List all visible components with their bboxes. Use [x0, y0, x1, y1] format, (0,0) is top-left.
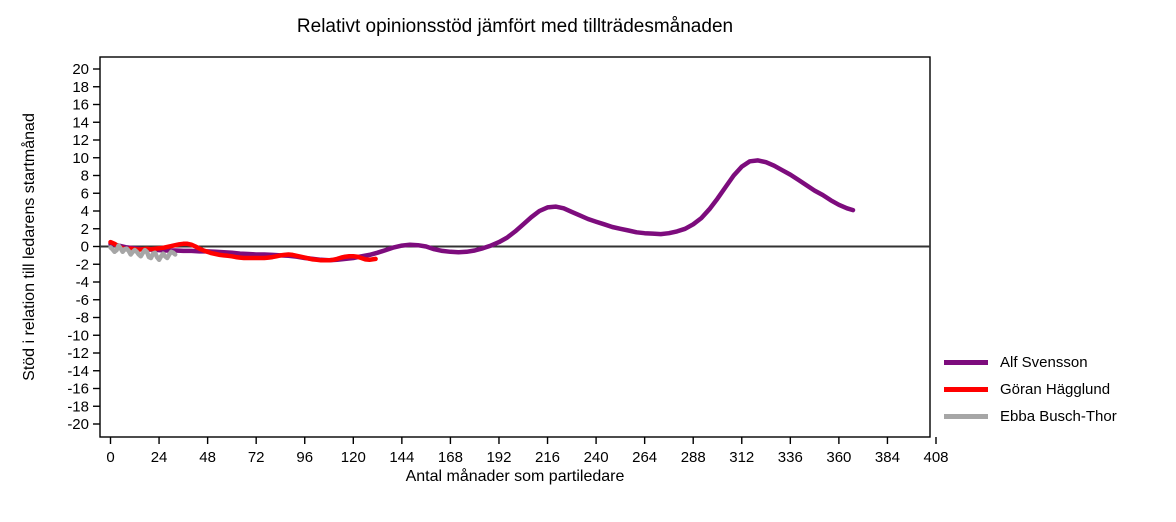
x-tick-label: 24	[151, 449, 168, 466]
y-tick-label: -12	[67, 345, 89, 362]
legend-item-alf-svensson: Alf Svensson	[944, 349, 1174, 376]
x-axis-label: Antal månader som partiledare	[405, 468, 625, 485]
y-tick-label: 0	[81, 239, 89, 256]
series-line-alf-svensson	[108, 158, 856, 263]
y-axis-label: Stöd i relation till ledarens startmånad	[21, 113, 38, 381]
y-tick-label: 12	[72, 132, 89, 149]
y-tick-label: 14	[72, 114, 89, 131]
y-tick-label: -18	[67, 398, 89, 415]
y-tick-label: 4	[81, 203, 89, 220]
legend-swatch-goran-hagglund	[944, 387, 988, 392]
x-tick-label: 288	[681, 449, 706, 466]
x-tick-label: 216	[535, 449, 560, 466]
legend-label-ebba-busch-thor: Ebba Busch-Thor	[1000, 408, 1117, 425]
y-tick-label: -20	[67, 416, 89, 433]
x-tick-label: 312	[729, 449, 754, 466]
legend-swatch-alf-svensson	[944, 360, 988, 365]
y-tick-label: -8	[76, 310, 89, 327]
x-tick-label: 192	[486, 449, 511, 466]
chart-title: Relativt opinionsstöd jämfört med tilltr…	[296, 16, 734, 37]
x-tick-label: 72	[248, 449, 265, 466]
y-tick-label: -10	[67, 327, 89, 344]
y-tick-label: 16	[72, 97, 89, 114]
legend: Alf Svensson Göran Hägglund Ebba Busch-T…	[944, 349, 1174, 430]
x-tick-label: 0	[106, 449, 114, 466]
legend-label-goran-hagglund: Göran Hägglund	[1000, 381, 1111, 398]
y-tick-label: 2	[81, 221, 89, 238]
legend-item-goran-hagglund: Göran Hägglund	[944, 376, 1174, 403]
x-tick-label: 408	[923, 449, 948, 466]
x-tick-label: 240	[584, 449, 609, 466]
y-tick-label: -4	[76, 274, 89, 291]
x-tick-label: 384	[875, 449, 900, 466]
x-tick-label: 120	[341, 449, 366, 466]
x-tick-label: 264	[632, 449, 657, 466]
x-tick-label: 360	[826, 449, 851, 466]
x-tick-label: 144	[389, 449, 414, 466]
y-tick-label: 20	[72, 61, 89, 78]
x-tick-label: 96	[296, 449, 313, 466]
y-tick-label: -14	[67, 363, 89, 380]
legend-item-ebba-busch-thor: Ebba Busch-Thor	[944, 403, 1174, 430]
y-tick-label: -2	[76, 256, 89, 273]
series-line-g-ran-h-gglund	[108, 239, 378, 263]
legend-swatch-ebba-busch-thor	[944, 414, 988, 419]
y-tick-label: 10	[72, 150, 89, 167]
y-tick-label: -16	[67, 381, 89, 398]
series-line-ebba-busch-thor	[108, 243, 178, 263]
legend-label-alf-svensson: Alf Svensson	[1000, 354, 1088, 371]
x-tick-label: 48	[199, 449, 216, 466]
x-tick-label: 168	[438, 449, 463, 466]
y-tick-label: -6	[76, 292, 89, 309]
x-tick-label: 336	[778, 449, 803, 466]
y-tick-label: 6	[81, 185, 89, 202]
y-tick-label: 8	[81, 168, 89, 185]
y-tick-label: 18	[72, 79, 89, 96]
